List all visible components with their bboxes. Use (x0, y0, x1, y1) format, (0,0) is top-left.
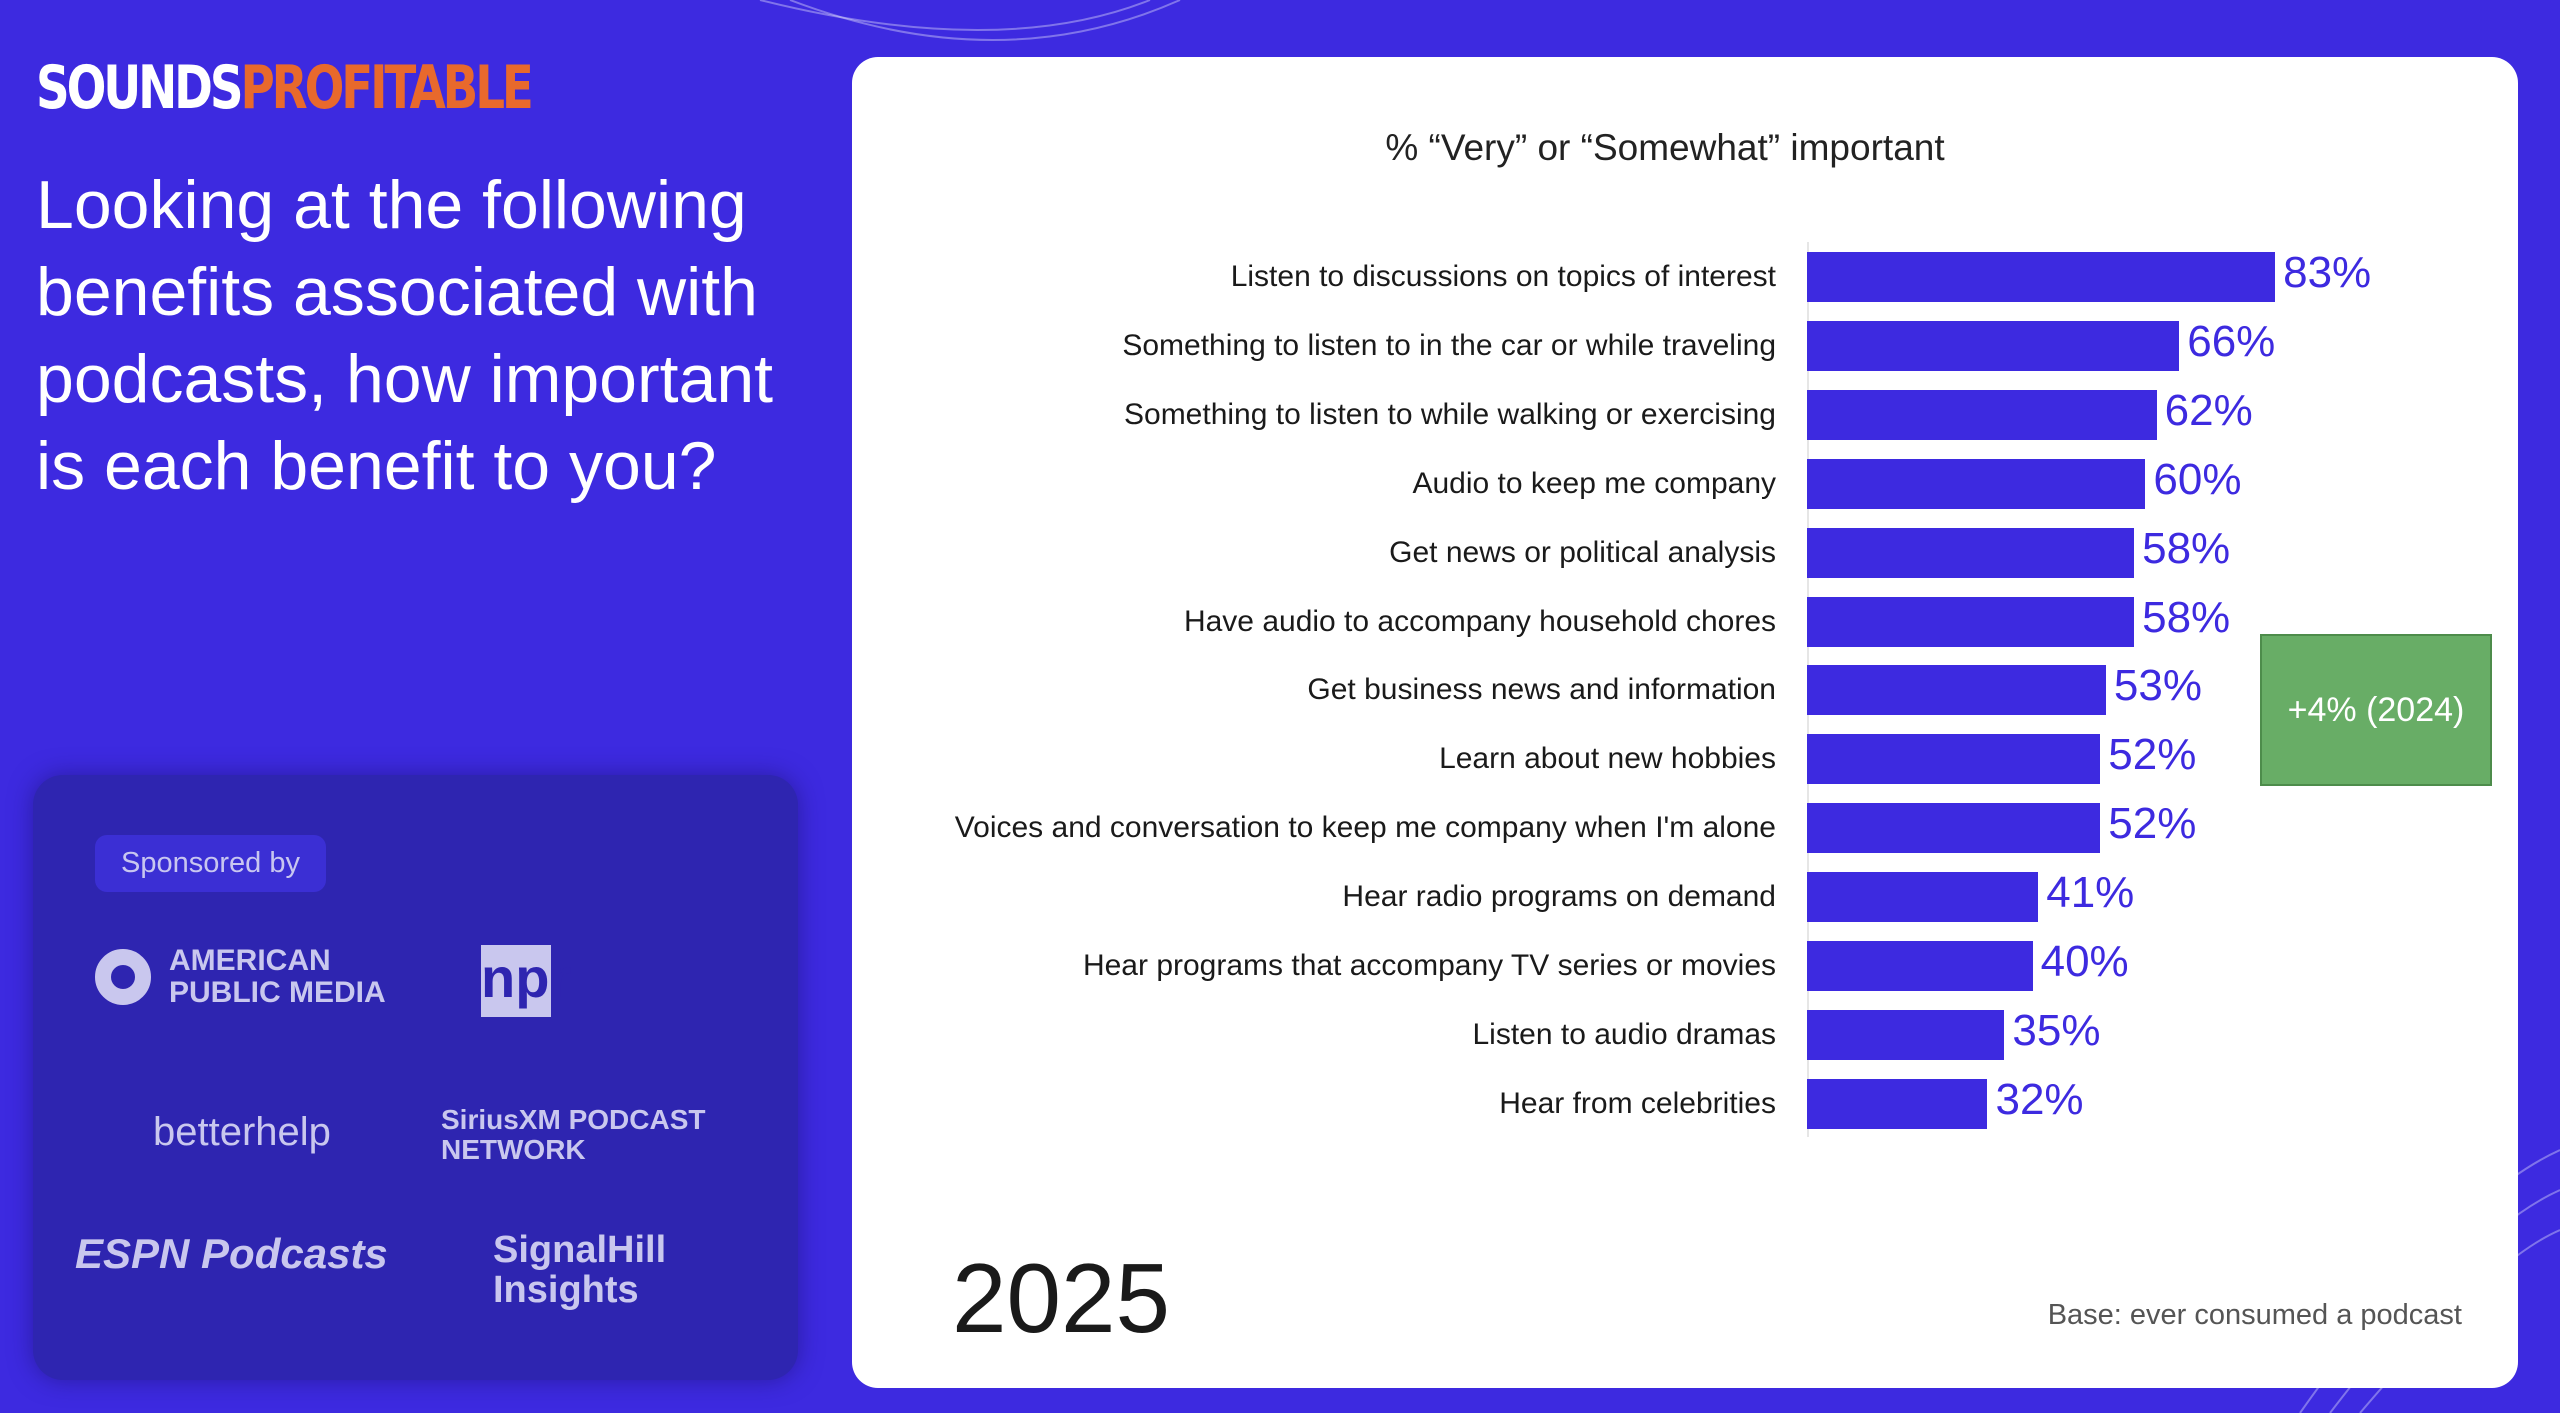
value-label: 66% (2187, 316, 2276, 366)
siriusxm-podcast-network-logo: SiriusXM PODCAST NETWORK (441, 1104, 706, 1165)
value-label: 58% (2142, 523, 2231, 573)
value-label: 32% (1995, 1074, 2084, 1124)
bar-row: Hear from celebrities 32% (852, 1075, 2518, 1129)
bar-row: Something to listen to while walking or … (852, 386, 2518, 440)
bar (1807, 527, 2135, 578)
value-label: 35% (2012, 1005, 2101, 1055)
category-label: Voices and conversation to keep me compa… (954, 811, 1776, 845)
bar-row: Voices and conversation to keep me compa… (852, 799, 2518, 854)
sponsors-panel: Sponsored by AMERICAN PUBLIC MEDIA npr b… (33, 775, 798, 1380)
bar (1807, 803, 2101, 854)
bar-row: Listen to audio dramas 35% (852, 1006, 2518, 1060)
espn-podcasts-logo: ESPN Podcasts (75, 1230, 388, 1277)
bar (1807, 458, 2146, 509)
bar-row: Audio to keep me company 60% (852, 455, 2518, 509)
category-label: Have audio to accompany household chores (1183, 604, 1776, 638)
category-label: Hear from celebrities (1499, 1086, 1776, 1120)
value-label: 58% (2142, 592, 2231, 642)
bar-row: Something to listen to in the car or whi… (852, 317, 2518, 371)
category-label: Listen to audio dramas (1472, 1017, 1776, 1051)
category-label: Hear programs that accompany TV series o… (1082, 949, 1776, 982)
bar (1807, 596, 2135, 647)
category-label: Learn about new hobbies (1439, 742, 1776, 776)
bar (1807, 320, 2180, 371)
sponsored-by-label: Sponsored by (95, 835, 326, 892)
bar-row: Listen to discussions on topics of inter… (852, 248, 2518, 302)
value-label: 40% (2040, 937, 2129, 986)
value-label: 60% (2153, 454, 2242, 504)
bar-row: Have audio to accompany household chores… (852, 593, 2518, 647)
bar-row: Hear programs that accompany TV series o… (852, 937, 2518, 991)
bar (1807, 1009, 2005, 1060)
npr-logo: npr (481, 945, 571, 1017)
bar (1807, 665, 2106, 716)
year-label: 2025 (952, 1243, 1171, 1353)
bar-row: Learn about new hobbies 52% (852, 730, 2518, 785)
american-public-media-logo: AMERICAN PUBLIC MEDIA (95, 945, 409, 1009)
bar-row: Get news or political analysis 58% (852, 524, 2518, 578)
bar-row: Hear radio programs on demand 41% (852, 868, 2518, 923)
value-label: 41% (2046, 868, 2135, 918)
category-label: Get news or political analysis (1389, 535, 1776, 569)
value-label: 52% (2108, 730, 2197, 780)
change-annotation: +4% (2024) (2260, 634, 2492, 786)
chart-title: % “Very” or “Somewhat” important (1385, 127, 1945, 168)
bar-row: Get business news and information 53% (852, 661, 2518, 716)
bar (1807, 252, 2276, 302)
base-note: Base: ever consumed a podcast (2047, 1299, 2462, 1331)
category-label: Something to listen to in the car or whi… (1122, 328, 1776, 362)
value-label: 83% (2283, 248, 2372, 297)
signalhill-insights-logo: SignalHill Insights (493, 1229, 667, 1311)
chart-card: % “Very” or “Somewhat” important Listen … (852, 57, 2518, 1388)
value-label: 53% (2113, 661, 2202, 711)
sounds-profitable-logo: SOUNDSPROFITABLE (36, 53, 534, 123)
question-heading: Looking at the following benefits associ… (36, 167, 774, 504)
category-label: Hear radio programs on demand (1342, 880, 1776, 914)
category-label: Audio to keep me company (1412, 466, 1776, 500)
betterhelp-logo: betterhelp (153, 1110, 331, 1154)
bar (1807, 872, 2039, 923)
category-label: Listen to discussions on topics of inter… (1230, 260, 1776, 293)
bar (1807, 734, 2101, 785)
value-label: 62% (2164, 385, 2253, 435)
category-label: Something to listen to while walking or … (1124, 397, 1776, 431)
bar (1807, 941, 2033, 991)
category-label: Get business news and information (1307, 673, 1776, 707)
bar (1807, 389, 2157, 440)
value-label: 52% (2108, 799, 2197, 849)
bar (1807, 1078, 1988, 1129)
